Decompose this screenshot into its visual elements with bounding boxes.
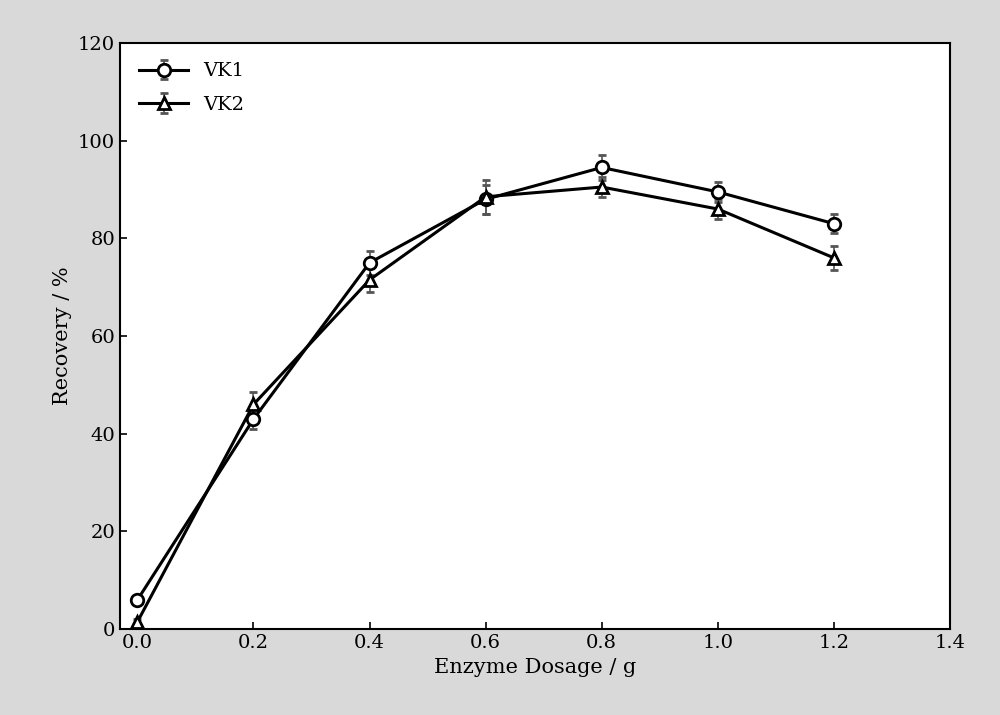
Legend: VK1, VK2: VK1, VK2 (130, 53, 254, 124)
X-axis label: Enzyme Dosage / g: Enzyme Dosage / g (434, 658, 636, 676)
Y-axis label: Recovery / %: Recovery / % (53, 267, 72, 405)
